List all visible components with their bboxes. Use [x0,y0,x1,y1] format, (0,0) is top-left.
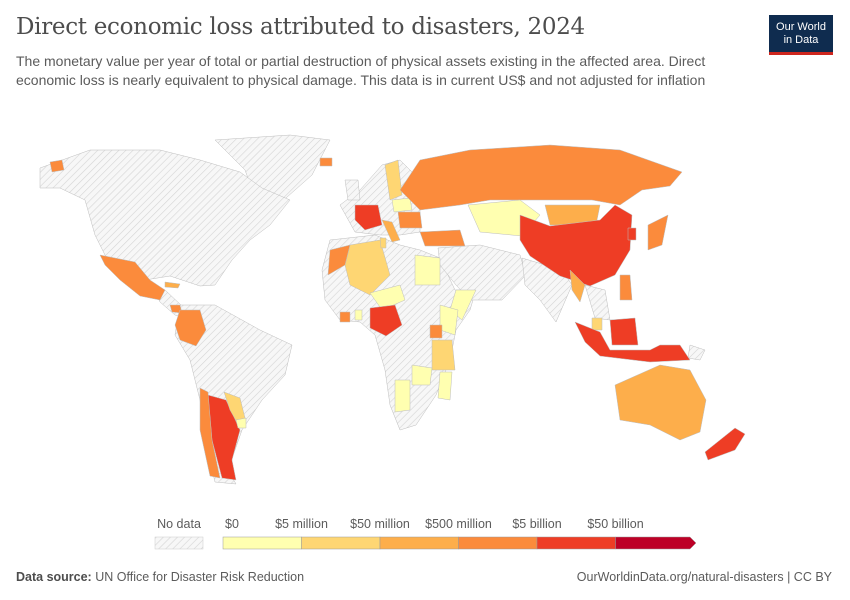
legend-bin-1 [301,536,381,550]
country-myanmar[interactable] [569,269,586,303]
country-iceland[interactable] [319,157,333,167]
country-australia[interactable] [614,364,707,441]
country-china[interactable] [519,204,633,287]
country-west-africa-b[interactable] [354,309,363,321]
legend-label-1: $5 million [275,517,328,531]
country-uganda[interactable] [429,324,443,339]
region-greenland[interactable] [214,134,331,206]
country-tunisia[interactable] [379,237,387,249]
country-niger[interactable] [369,284,406,311]
country-west-africa-a[interactable] [339,311,351,323]
legend-no-data-swatch [154,536,204,550]
legend-bin-4 [536,536,616,550]
country-tanzania[interactable] [431,339,456,371]
country-uruguay[interactable] [235,417,247,429]
chart-title: Direct economic loss attributed to disas… [16,14,585,40]
legend-bin-0 [222,536,302,550]
legend-bin-2 [379,536,459,550]
country-nigeria[interactable] [369,304,403,337]
country-france[interactable] [354,204,383,231]
legend-no-data-label: No data [157,517,201,531]
country-chile[interactable] [199,387,221,479]
region-north-america[interactable] [39,149,291,287]
country-colombia[interactable] [174,309,207,347]
country-cuba-area[interactable] [164,281,181,289]
legend-label-3: $500 million [425,517,492,531]
country-morocco[interactable] [327,244,351,276]
country-korea[interactable] [627,227,637,241]
country-turkey[interactable] [419,229,466,247]
region-middle-east[interactable] [437,244,527,301]
legend-label-5: $50 billion [587,517,644,531]
country-borneo[interactable] [609,317,639,346]
country-sweden[interactable] [384,159,403,201]
legend-label-4: $5 billion [512,517,562,531]
source-text: UN Office for Disaster Risk Reduction [95,570,305,584]
country-new-zealand[interactable] [704,427,746,461]
source-link[interactable]: OurWorldinData.org/natural-disasters | C… [576,570,832,584]
data-source: Data source: UN Office for Disaster Risk… [16,570,304,584]
country-mozambique[interactable] [437,371,453,401]
chart-subtitle: The monetary value per year of total or … [16,53,706,88]
legend-bin-3 [458,536,538,550]
country-indonesia[interactable] [574,321,691,363]
legend-bin-5 [615,536,697,550]
data-regions [49,144,746,481]
country-italy[interactable] [381,219,401,243]
legend-label-0: $0 [225,517,239,531]
country-mexico[interactable] [99,254,166,301]
country-japan[interactable] [647,214,669,251]
region-se-asia[interactable] [584,284,611,321]
legend-label-2: $50 million [350,517,410,531]
country-alaska-area[interactable] [49,159,65,173]
region-uk[interactable] [344,179,361,201]
country-east-europe-b[interactable] [397,211,423,229]
country-russia[interactable] [399,144,683,211]
owid-logo[interactable]: Our World in Data [769,15,833,55]
region-png[interactable] [687,344,706,361]
country-zambia[interactable] [411,364,433,386]
country-philippines[interactable] [619,274,633,301]
legend [154,536,697,550]
source-label: Data source: [16,570,92,584]
logo-text: Our World in Data [776,20,826,46]
country-kenya[interactable] [439,304,459,336]
country-egypt[interactable] [414,254,441,286]
country-east-europe-a[interactable] [391,197,413,213]
country-malaysia[interactable] [591,317,603,331]
country-angola[interactable] [394,379,411,413]
